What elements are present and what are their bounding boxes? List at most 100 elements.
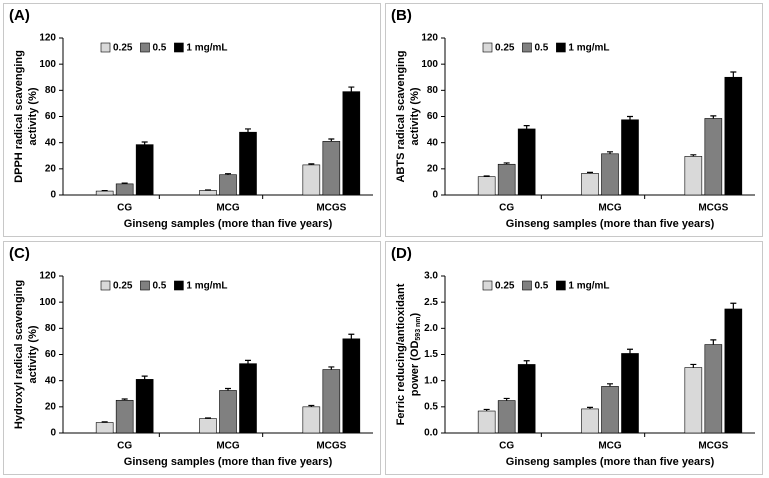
- x-axis-label: Ginseng samples (more than five years): [124, 218, 333, 230]
- y-tick-label: 0: [50, 428, 56, 439]
- error-bar: [348, 333, 355, 339]
- y-tick-label: 100: [421, 59, 438, 70]
- x-tick-label: MCG: [216, 203, 240, 214]
- error-bar: [690, 154, 697, 157]
- x-axis-label: Ginseng samples (more than five years): [506, 456, 715, 468]
- legend-swatch: [174, 42, 184, 53]
- panel-border: [385, 241, 763, 475]
- bar: [302, 164, 321, 196]
- legend-label: 1 mg/mL: [568, 43, 609, 54]
- legend-swatch: [556, 280, 566, 291]
- legend-swatch: [140, 42, 150, 53]
- y-axis-label-line: power (OD: [409, 341, 421, 397]
- bar: [581, 173, 599, 196]
- bar: [581, 408, 599, 434]
- y-axis-label-line: activity (%): [409, 87, 421, 145]
- y-tick-label: 40: [45, 375, 57, 386]
- bar: [684, 367, 703, 434]
- bar: [621, 119, 639, 196]
- legend-label: 0.25: [495, 43, 515, 54]
- y-axis-label-line: activity (%): [27, 87, 39, 145]
- error-bar: [308, 163, 315, 165]
- y-tick-label: 0.0: [424, 428, 438, 439]
- y-axis-label-line: Hydroxyl radical scavenging: [13, 280, 25, 429]
- x-tick-label: MCGS: [316, 441, 346, 452]
- bar: [342, 91, 361, 196]
- x-tick-label: MCGS: [698, 441, 728, 452]
- y-tick-label: 60: [45, 349, 57, 360]
- y-tick-label: 1.0: [424, 375, 438, 386]
- error-bar: [607, 383, 613, 387]
- error-bar: [587, 406, 593, 409]
- error-bar: [627, 115, 633, 120]
- bar: [239, 131, 257, 196]
- y-tick-label: 80: [427, 85, 439, 96]
- bar: [724, 308, 743, 434]
- bar: [517, 364, 536, 434]
- y-tick-label: 60: [45, 111, 57, 122]
- legend-label: 1 mg/mL: [186, 43, 227, 54]
- bar: [601, 386, 619, 434]
- legend-label: 0.5: [152, 43, 166, 54]
- y-axis-label: Ferric reducing/antioxidant power (OD593 …: [395, 283, 422, 425]
- bar: [199, 418, 217, 434]
- bar: [704, 344, 723, 434]
- x-tick-label: MCGS: [316, 203, 346, 214]
- legend-swatch: [482, 280, 493, 291]
- x-tick-label: MCG: [216, 441, 240, 452]
- error-bar: [523, 360, 530, 365]
- y-tick-label: 40: [427, 137, 439, 148]
- bar: [115, 399, 134, 434]
- y-tick-label: 0: [432, 190, 438, 201]
- y-tick-label: 80: [45, 85, 57, 96]
- bar: [239, 363, 257, 434]
- error-bar: [101, 421, 108, 423]
- legend-label: 1 mg/mL: [186, 281, 227, 292]
- error-bar: [730, 71, 737, 78]
- panel-border: [3, 241, 381, 475]
- x-tick-label: CG: [117, 441, 132, 452]
- error-bar: [503, 397, 510, 401]
- panel-title: (C): [9, 245, 30, 262]
- x-axis-label: Ginseng samples (more than five years): [506, 218, 715, 230]
- y-tick-label: 2.0: [424, 323, 438, 334]
- bar: [322, 141, 341, 196]
- x-tick-label: MCG: [598, 441, 622, 452]
- y-tick-label: 60: [427, 111, 439, 122]
- legend-label: 0.25: [113, 43, 133, 54]
- bar: [684, 156, 703, 196]
- error-bar: [607, 151, 613, 154]
- error-bar: [225, 387, 231, 391]
- panel-title: (A): [9, 7, 30, 24]
- error-bar: [225, 173, 231, 175]
- error-bar: [348, 86, 355, 92]
- error-bar: [101, 189, 108, 192]
- legend-swatch: [522, 42, 532, 53]
- y-tick-label: 40: [45, 137, 57, 148]
- bar: [621, 353, 639, 434]
- legend-label: 0.5: [152, 281, 166, 292]
- error-bar: [328, 366, 335, 370]
- y-tick-label: 0: [50, 190, 56, 201]
- x-tick-label: CG: [117, 203, 132, 214]
- y-axis-label-line: DPPH radical scavenging: [13, 50, 25, 183]
- bar: [219, 390, 237, 434]
- x-tick-label: MCG: [598, 203, 622, 214]
- y-axis-label-line: ABTS radical scavenging: [395, 50, 407, 182]
- y-tick-label: 20: [45, 401, 57, 412]
- error-bar: [141, 141, 148, 145]
- y-axis-label: Hydroxyl radical scavenging activity (%): [13, 280, 39, 429]
- y-tick-label: 100: [39, 59, 56, 70]
- bar: [302, 406, 321, 434]
- legend-swatch: [100, 42, 111, 53]
- y-tick-label: 3.0: [424, 271, 438, 282]
- x-tick-label: CG: [499, 203, 514, 214]
- legend-label: 0.5: [534, 281, 548, 292]
- y-tick-label: 120: [421, 33, 438, 44]
- error-bar: [483, 175, 490, 177]
- bar: [135, 379, 154, 434]
